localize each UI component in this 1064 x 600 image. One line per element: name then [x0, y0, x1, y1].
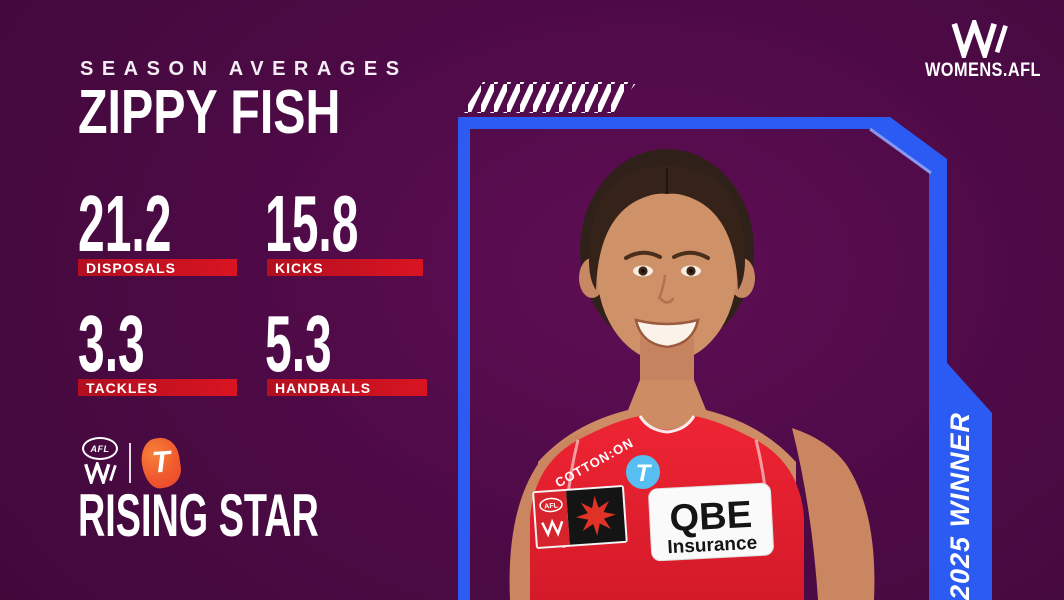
award-title: RISING STAR	[78, 482, 319, 549]
player-name: ZIPPY FISH	[78, 78, 341, 147]
qbe-sponsor-patch: QBE Insurance	[648, 482, 774, 562]
stat-label-handballs: HANDBALLS	[275, 379, 372, 396]
aflw-logo: AFL	[82, 437, 118, 489]
womens-afl-w-icon	[951, 20, 1008, 58]
brand-wordmark: WOMENS.AFL	[924, 60, 1041, 81]
stat-label-disposals: DISPOSALS	[86, 259, 176, 276]
winner-ribbon-label: 2025 WINNER	[945, 411, 975, 600]
stat-value-disposals: 21.2	[78, 179, 172, 268]
stat-value-tackles: 3.3	[78, 299, 145, 388]
aflw-w-icon	[84, 459, 117, 488]
afl-oval-icon: AFL	[82, 437, 118, 460]
stat-value-kicks: 15.8	[265, 179, 359, 268]
telstra-letter: T	[150, 445, 172, 480]
hazard-stripes	[462, 82, 637, 113]
stat-bar-disposals: DISPOSALS	[78, 259, 237, 276]
award-lockup: AFL T	[82, 435, 184, 491]
patch-afl-text: AFL	[544, 502, 559, 510]
arm-right	[792, 428, 875, 600]
stat-bar-kicks: KICKS	[267, 259, 423, 276]
pupil-right	[689, 269, 693, 273]
stat-value-handballs: 5.3	[265, 299, 332, 388]
aflw-patch: AFL	[532, 485, 628, 549]
kicker-title: SEASON AVERAGES	[80, 58, 408, 80]
telstra-chest-letter: T	[636, 460, 653, 487]
lockup-divider	[129, 443, 131, 483]
afl-oval-text: AFL	[90, 443, 110, 454]
stat-label-kicks: KICKS	[275, 259, 324, 276]
pupil-left	[641, 269, 645, 273]
stat-bar-handballs: HANDBALLS	[267, 379, 427, 396]
stat-label-tackles: TACKLES	[86, 379, 159, 396]
stat-bar-tackles: TACKLES	[78, 379, 237, 396]
player-photo: COTTON:ON T AFL QBE Insurance	[509, 149, 875, 600]
